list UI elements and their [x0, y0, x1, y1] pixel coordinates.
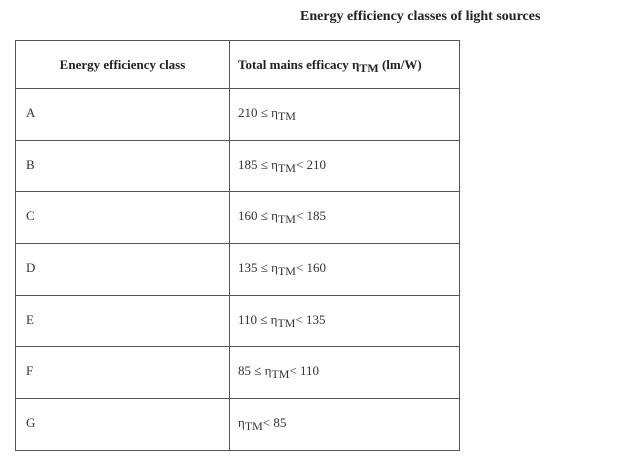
table-cell: ηTM< 85: [229, 398, 460, 451]
table-row: D 135 ≤ ηTM< 160: [15, 243, 460, 296]
table-row: E 110 ≤ ηTM< 135: [15, 294, 460, 348]
table-row: F 85 ≤ ηTM< 110: [15, 346, 460, 400]
table-cell: 160 ≤ ηTM< 185: [229, 191, 460, 245]
cell-text: F: [26, 363, 34, 379]
table-cell: 85 ≤ ηTM< 110: [229, 346, 460, 400]
subscript: TM: [277, 263, 296, 278]
subscript: TM: [277, 212, 296, 227]
title: Energy efficiency classes of light sourc…: [300, 9, 541, 24]
cell-text: Energy efficiency class: [59, 56, 186, 72]
table-cell: F: [15, 346, 230, 400]
cell-text: < 85: [262, 414, 287, 430]
cell-text: 135 ≤ η: [238, 259, 278, 275]
subscript: TM: [277, 108, 296, 123]
cell-text: 185 ≤ η: [238, 156, 278, 172]
cell-text: < 185: [295, 208, 327, 224]
cell-text: E: [26, 311, 34, 327]
table-row: A 210 ≤ ηTM: [15, 88, 460, 141]
header-row: Energy efficiency class Total mains effic…: [15, 40, 460, 89]
header-cell: Energy efficiency class: [15, 40, 230, 89]
subscript: TM: [359, 60, 379, 75]
header-cell: Total mains efficacy ηTM (lm/W): [229, 40, 460, 89]
subscript: TM: [244, 418, 263, 433]
efficiency-table: Energy efficiency class Total mains effic…: [15, 40, 460, 451]
subscript: TM: [277, 160, 296, 175]
table-cell: G: [15, 398, 230, 451]
cell-text: 110 ≤ η: [238, 311, 278, 327]
cell-text: D: [26, 259, 36, 275]
subscript: TM: [277, 315, 296, 330]
cell-text: B: [26, 156, 35, 172]
table-cell: 210 ≤ ηTM: [229, 88, 460, 141]
table-cell: D: [15, 243, 230, 296]
table-cell: E: [15, 294, 230, 348]
cell-text: < 210: [295, 156, 327, 172]
table-cell: 185 ≤ ηTM< 210: [229, 139, 460, 193]
cell-text: C: [26, 208, 35, 224]
cell-text: < 110: [289, 363, 320, 379]
cell-text: < 135: [295, 311, 326, 327]
subscript: TM: [271, 367, 290, 382]
cell-text: < 160: [295, 259, 327, 275]
cell-text: 210 ≤ η: [238, 104, 278, 120]
cell-text: Total mains efficacy η: [238, 56, 360, 72]
table-row: C 160 ≤ ηTM< 185: [15, 191, 460, 245]
table-cell: A: [15, 88, 230, 141]
table-cell: B: [15, 139, 230, 193]
cell-text: η: [238, 414, 245, 430]
cell-text: 85 ≤ η: [238, 363, 272, 379]
table-cell: C: [15, 191, 230, 245]
cell-text: (lm/W): [378, 56, 422, 72]
cell-text: G: [26, 414, 36, 430]
table-row: B 185 ≤ ηTM< 210: [15, 139, 460, 193]
table-cell: 135 ≤ ηTM< 160: [229, 243, 460, 296]
cell-text: 160 ≤ η: [238, 208, 278, 224]
table-cell: 110 ≤ ηTM< 135: [229, 294, 460, 348]
cell-text: A: [26, 104, 36, 120]
